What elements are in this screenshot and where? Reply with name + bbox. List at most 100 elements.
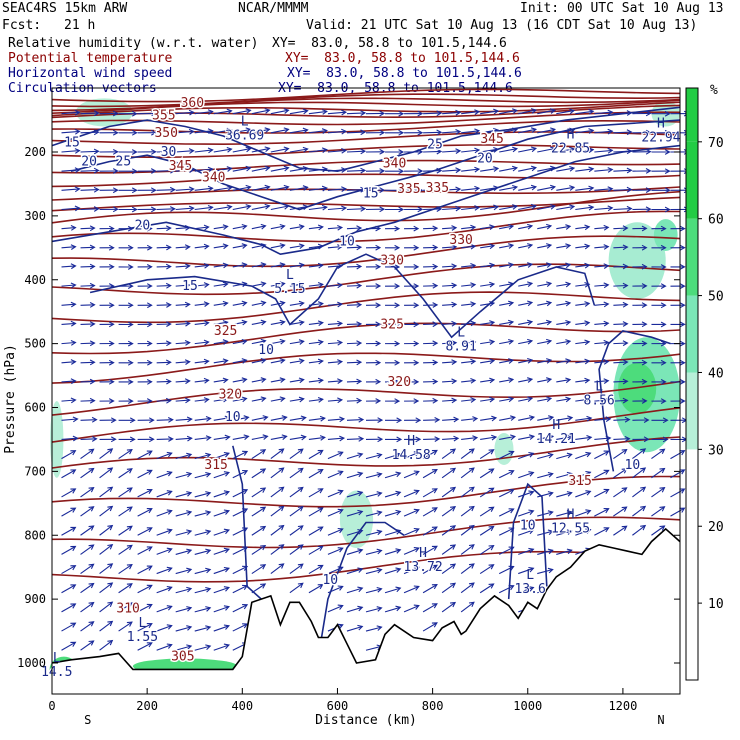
circulation-vector	[308, 283, 323, 287]
theta-label: 320	[219, 388, 242, 403]
circulation-vector-head	[264, 146, 271, 153]
circulation-vector-head	[260, 300, 267, 307]
circulation-vector	[613, 418, 630, 421]
circulation-vector-head	[166, 528, 173, 534]
circulation-vector-head	[242, 450, 249, 456]
circulation-vector-head	[148, 436, 155, 443]
circulation-vector-head	[297, 506, 304, 512]
circulation-vector	[270, 486, 284, 498]
circulation-vector-head	[394, 379, 401, 385]
circulation-vector	[594, 399, 609, 402]
circulation-vector	[232, 416, 249, 421]
circulation-vector-head	[413, 225, 420, 232]
circulation-vector	[137, 527, 153, 536]
circulation-vector-head	[396, 417, 403, 424]
circulation-vector	[537, 225, 552, 230]
circulation-vector	[480, 167, 499, 172]
circulation-vector-head	[108, 379, 115, 385]
circulation-vector-head	[470, 224, 477, 231]
extremum-marker: L	[138, 616, 146, 631]
circulation-vector-head	[146, 340, 153, 347]
circulation-vector	[537, 453, 553, 460]
wind-speed-contour	[70, 119, 681, 211]
circulation-vector	[99, 582, 113, 594]
y-tick-label: 800	[24, 528, 46, 542]
circulation-vector-head	[508, 262, 515, 269]
circulation-vector	[213, 110, 232, 115]
circulation-vector-head	[584, 224, 591, 231]
circulation-vector	[327, 451, 343, 460]
circulation-vector-head	[493, 166, 500, 172]
circulation-vector-head	[89, 340, 96, 347]
circulation-vector	[308, 379, 323, 383]
circulation-vector-head	[660, 379, 667, 385]
circulation-vector	[156, 189, 175, 191]
circulation-vector-head	[224, 434, 231, 441]
circulation-vector	[194, 492, 211, 498]
y-tick-label: 700	[24, 464, 46, 478]
circulation-vector-head	[245, 127, 252, 134]
south-label: S	[84, 713, 91, 727]
circulation-vector	[499, 321, 514, 326]
wind-speed-label: 15	[182, 279, 198, 294]
circulation-vector	[251, 244, 266, 249]
circulation-vector	[403, 451, 420, 460]
circulation-vector-head	[508, 469, 515, 476]
circulation-vector	[422, 584, 438, 594]
circulation-vector-head	[260, 506, 267, 512]
circulation-vector-head	[146, 527, 153, 533]
circulation-vector	[384, 530, 401, 536]
circulation-vector	[613, 449, 627, 460]
circulation-vector	[232, 302, 247, 306]
circulation-vector	[594, 450, 609, 460]
circulation-vector	[365, 530, 382, 536]
circulation-vector	[613, 399, 628, 402]
circulation-vector-head	[508, 377, 515, 383]
circulation-vector	[80, 304, 95, 306]
colorbar-label: 50	[708, 290, 724, 305]
circulation-vector-head	[241, 319, 248, 326]
circulation-vector-head	[112, 149, 119, 155]
circulation-vector-head	[472, 435, 479, 441]
circulation-vector-head	[337, 224, 344, 231]
circulation-vector	[556, 225, 571, 230]
circulation-vector-head	[356, 225, 363, 232]
circulation-vector-head	[317, 339, 324, 346]
circulation-vector	[594, 527, 609, 536]
circulation-vector-head	[470, 397, 477, 403]
circulation-vector	[194, 568, 211, 575]
circulation-vector-head	[664, 129, 671, 136]
circulation-vector	[594, 149, 613, 153]
circulation-vector-head	[679, 244, 686, 251]
circulation-vector	[99, 505, 113, 517]
circulation-vector	[137, 604, 153, 613]
circulation-vector	[61, 399, 76, 402]
circulation-vector-head	[584, 243, 591, 250]
circulation-vector-head	[621, 506, 628, 512]
circulation-vector-head	[146, 469, 153, 475]
circulation-vector-head	[297, 563, 304, 569]
circulation-vector	[346, 150, 366, 153]
circulation-vector	[613, 112, 632, 115]
circulation-vector-head	[337, 547, 344, 553]
circulation-vector-head	[242, 584, 249, 591]
circulation-vector-head	[321, 128, 328, 134]
circulation-vector	[232, 470, 248, 479]
circulation-vector	[575, 187, 594, 191]
circulation-vector	[346, 587, 363, 594]
circulation-vector-head	[512, 184, 519, 191]
circulation-vector	[99, 525, 113, 536]
circulation-vector	[99, 563, 113, 575]
circulation-vector	[556, 148, 575, 153]
circulation-vector-head	[317, 469, 324, 475]
circulation-vector-head	[660, 340, 667, 347]
theta-contour	[51, 475, 681, 508]
circulation-vector-head	[432, 263, 439, 270]
circulation-vector-head	[472, 416, 479, 422]
theta-label: 340	[383, 156, 406, 171]
wind-speed-label: 10	[520, 519, 536, 534]
circulation-vector-head	[413, 508, 420, 515]
circulation-vector-head	[298, 262, 305, 269]
chart-org: NCAR/MMMM	[238, 1, 309, 16]
circulation-vector-head	[146, 546, 153, 552]
